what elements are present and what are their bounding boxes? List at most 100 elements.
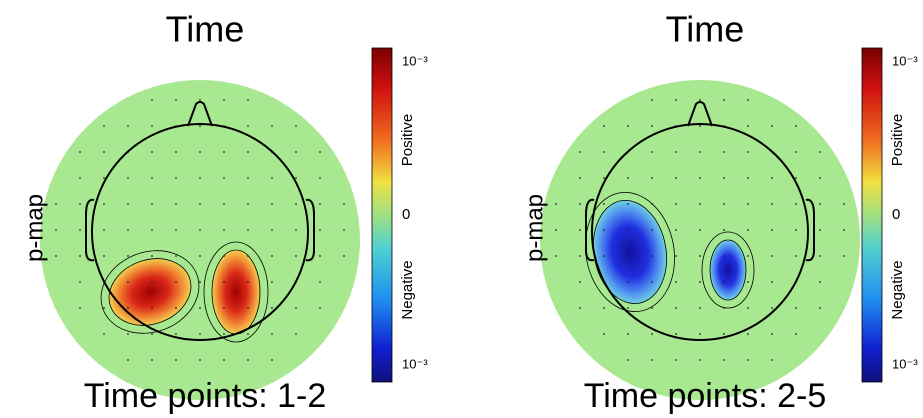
electrode: [223, 307, 225, 309]
electrode: [319, 255, 321, 257]
electrode: [79, 307, 81, 309]
electrode: [843, 203, 845, 205]
electrode: [627, 229, 629, 231]
electrode: [199, 281, 201, 283]
electrode: [175, 99, 177, 101]
colorbar-label: Positive: [889, 114, 906, 167]
electrode: [247, 177, 249, 179]
activation-region: [211, 249, 261, 335]
electrode: [151, 359, 153, 361]
electrode: [675, 359, 677, 361]
electrode: [819, 177, 821, 179]
activation-halo: [585, 192, 675, 312]
activation-region: [709, 239, 747, 301]
electrode: [199, 229, 201, 231]
electrode: [819, 203, 821, 205]
colorbar-label: 10⁻³: [402, 356, 428, 371]
electrode: [795, 255, 797, 257]
electrode: [699, 359, 701, 361]
electrode: [295, 333, 297, 335]
electrode: [103, 125, 105, 127]
electrode: [603, 255, 605, 257]
electrode: [675, 333, 677, 335]
electrode: [319, 151, 321, 153]
electrode: [579, 203, 581, 205]
electrode: [127, 359, 129, 361]
electrode: [771, 229, 773, 231]
electrode: [675, 281, 677, 283]
scalp-map: [540, 80, 860, 400]
electrode: [699, 229, 701, 231]
electrode: [199, 177, 201, 179]
electrode: [723, 151, 725, 153]
electrode: [127, 255, 129, 257]
electrode: [151, 255, 153, 257]
electrode: [223, 177, 225, 179]
electrode: [555, 203, 557, 205]
electrode: [747, 177, 749, 179]
electrode: [151, 203, 153, 205]
electrode: [103, 255, 105, 257]
colorbar: [371, 47, 393, 383]
electrode: [819, 281, 821, 283]
colorbar-label: 10⁻³: [892, 53, 918, 68]
electrode: [675, 99, 677, 101]
electrode: [79, 229, 81, 231]
electrode: [651, 229, 653, 231]
head-outline: [591, 123, 809, 341]
electrode: [771, 281, 773, 283]
electrode: [343, 229, 345, 231]
electrode: [723, 359, 725, 361]
electrode: [819, 255, 821, 257]
electrode: [271, 333, 273, 335]
electrode: [247, 333, 249, 335]
electrode: [747, 203, 749, 205]
nose: [187, 101, 213, 127]
electrode: [223, 281, 225, 283]
electrode: [319, 307, 321, 309]
caption: Time points: 1-2: [84, 377, 327, 415]
colorbar-label: Negative: [399, 260, 416, 319]
electrode: [199, 307, 201, 309]
electrode: [651, 125, 653, 127]
electrode: [175, 307, 177, 309]
electrode: [247, 125, 249, 127]
electrode: [127, 307, 129, 309]
electrode: [199, 255, 201, 257]
electrode: [699, 99, 701, 101]
electrode: [819, 151, 821, 153]
electrode: [819, 229, 821, 231]
electrode: [199, 203, 201, 205]
electrode: [723, 99, 725, 101]
electrode: [151, 281, 153, 283]
electrode: [199, 151, 201, 153]
electrode: [151, 99, 153, 101]
electrode: [79, 281, 81, 283]
electrode: [151, 333, 153, 335]
electrode: [651, 99, 653, 101]
electrode: [747, 281, 749, 283]
electrode: [295, 229, 297, 231]
electrode: [343, 203, 345, 205]
electrode: [247, 229, 249, 231]
activation-halo: [203, 241, 269, 343]
electrode: [175, 359, 177, 361]
electrode: [699, 125, 701, 127]
electrode: [103, 229, 105, 231]
electrode: [771, 359, 773, 361]
electrode: [199, 359, 201, 361]
y-label: p-map: [21, 194, 48, 262]
panel-title: Time: [666, 9, 745, 50]
electrode: [151, 151, 153, 153]
electrode: [247, 255, 249, 257]
electrode: [271, 125, 273, 127]
electrode: [603, 125, 605, 127]
electrode: [675, 177, 677, 179]
electrode: [247, 307, 249, 309]
electrode: [771, 255, 773, 257]
electrode: [699, 151, 701, 153]
electrode: [295, 203, 297, 205]
colorbar-label: 0: [892, 206, 900, 223]
electrode: [199, 99, 201, 101]
